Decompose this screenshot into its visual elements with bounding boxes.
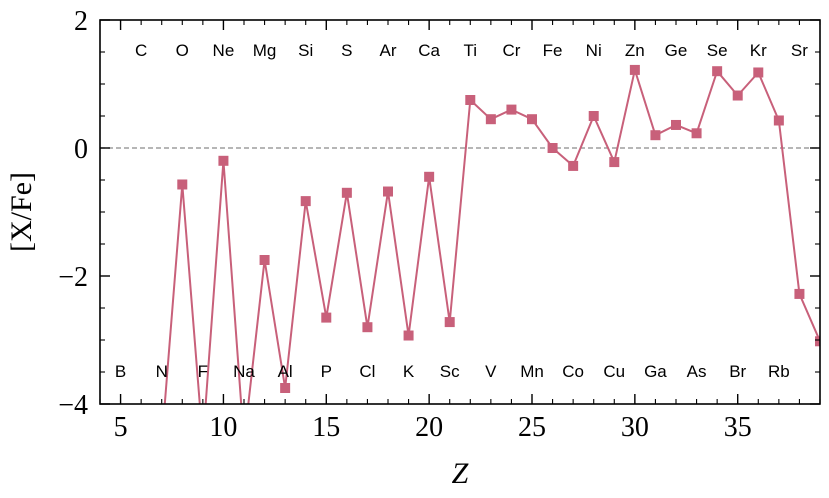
element-label-bottom: B: [115, 362, 126, 381]
element-label-bottom: V: [485, 362, 497, 381]
data-point: [712, 66, 723, 77]
data-point: [280, 383, 291, 393]
data-point: [815, 336, 820, 347]
element-labels-layer: C O Ne Mg Si S Ar Ca Ti Cr Fe Ni Zn Ge Se Kr Sr B N F Na Al P C…: [115, 41, 808, 381]
data-point: [362, 322, 373, 333]
y-axis-title: [X/Fe]: [5, 172, 38, 252]
x-tick-label: 5: [114, 412, 128, 443]
element-label-top: Ca: [418, 41, 440, 60]
element-label-top: Ni: [586, 41, 602, 60]
element-label-top: Ti: [464, 41, 478, 60]
element-label-top: Si: [298, 41, 313, 60]
data-point: [321, 312, 332, 323]
y-tick-label: 2: [74, 6, 88, 37]
x-tick-label: 35: [724, 412, 752, 443]
element-label-bottom: N: [156, 362, 168, 381]
element-label-top: Ne: [213, 41, 235, 60]
data-point: [732, 90, 743, 101]
data-point: [403, 330, 414, 341]
element-label-bottom: Co: [562, 362, 584, 381]
element-label-top: Fe: [543, 41, 563, 60]
data-point: [753, 67, 764, 78]
data-point: [671, 119, 681, 130]
data-point: [259, 255, 270, 265]
data-point: [773, 115, 784, 126]
x-axis-title: Z: [452, 457, 469, 490]
data-point: [218, 155, 229, 166]
element-label-bottom: K: [403, 362, 415, 381]
element-label-top: Zn: [625, 41, 645, 60]
data-point: [300, 196, 311, 207]
element-label-top: Mg: [253, 41, 277, 60]
element-label-bottom: Cu: [603, 362, 625, 381]
data-point: [527, 114, 537, 125]
element-label-top: Se: [707, 41, 728, 60]
y-tick-label: 0: [74, 134, 88, 165]
data-point: [547, 143, 558, 153]
data-point: [383, 186, 393, 197]
element-label-bottom: F: [198, 362, 208, 381]
element-label-top: Sr: [791, 41, 808, 60]
element-label-top: Ar: [380, 41, 397, 60]
x-tick-label: 25: [518, 412, 546, 443]
x-tick-label: 10: [209, 412, 237, 443]
element-label-bottom: Al: [278, 362, 293, 381]
y-tick-label: −4: [58, 390, 88, 421]
element-label-top: O: [176, 41, 189, 60]
data-point: [177, 179, 188, 190]
element-label-bottom: Ga: [644, 362, 667, 381]
element-label-bottom: Rb: [768, 362, 790, 381]
element-label-top: S: [341, 41, 352, 60]
element-label-bottom: Mn: [520, 362, 544, 381]
data-point: [424, 171, 435, 182]
data-point: [485, 114, 496, 125]
data-point: [444, 317, 455, 328]
x-tick-label: 20: [415, 412, 443, 443]
data-point: [568, 160, 579, 171]
data-point: [506, 104, 517, 115]
data-point: [341, 187, 352, 198]
ticks-layer: 5 10 15 20 25 30 35 −4 −2 0 2: [58, 6, 821, 443]
y-tick-label: −2: [58, 262, 88, 293]
x-tick-label: 15: [312, 412, 340, 443]
element-label-bottom: Na: [233, 362, 255, 381]
element-label-bottom: Br: [729, 362, 746, 381]
element-label-bottom: Cl: [359, 362, 375, 381]
data-point: [691, 128, 702, 139]
series-layer: [163, 64, 820, 404]
data-point: [794, 288, 805, 299]
element-label-bottom: As: [687, 362, 707, 381]
element-label-top: Ge: [665, 41, 688, 60]
data-point: [588, 111, 599, 121]
data-point: [609, 157, 620, 168]
data-point: [650, 130, 661, 141]
data-point: [629, 64, 640, 75]
element-label-bottom: P: [321, 362, 332, 381]
x-tick-label: 30: [621, 412, 649, 443]
element-label-top: C: [135, 41, 147, 60]
data-point: [465, 95, 476, 105]
element-label-top: Cr: [502, 41, 520, 60]
element-label-bottom: Sc: [440, 362, 460, 381]
element-label-top: Kr: [750, 41, 767, 60]
